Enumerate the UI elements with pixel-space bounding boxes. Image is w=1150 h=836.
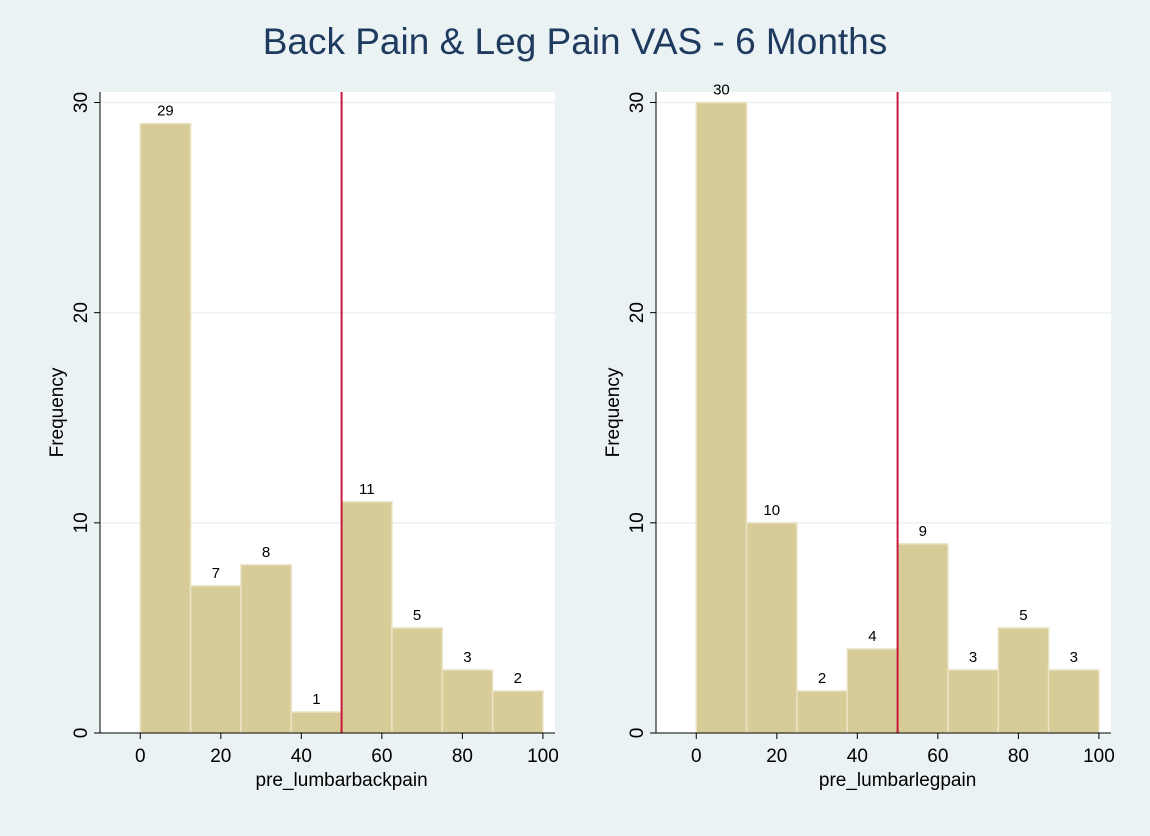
x-tick-label: 60 [371,746,392,767]
x-tick-label: 20 [766,746,787,767]
histogram-bar [391,627,444,734]
histogram-bar [1047,669,1100,734]
bar-value-label: 11 [359,481,375,498]
x-tick-label: 40 [847,746,868,767]
histogram-bar [796,690,849,734]
x-axis-title: pre_lumbarbackpain [256,770,428,791]
y-tick-label: 20 [71,302,92,323]
chart-title: Back Pain & Leg Pain VAS - 6 Months [263,21,888,62]
bar-value-label: 3 [463,649,471,666]
y-tick-label: 10 [71,512,92,533]
x-tick-label: 0 [691,746,702,767]
x-tick-label: 100 [527,746,559,767]
bar-value-label: 2 [818,670,826,687]
bar-value-label: 7 [212,565,220,582]
y-tick-label: 20 [627,302,648,323]
bar-value-label: 29 [157,103,174,120]
bar-value-label: 1 [312,691,320,708]
y-axis-title: Frequency [603,367,624,457]
y-tick-label: 30 [627,92,648,113]
bar-value-label: 8 [262,544,270,561]
x-tick-label: 60 [927,746,948,767]
bar-value-label: 10 [763,502,780,519]
bar-value-label: 4 [868,628,876,645]
y-tick-label: 0 [71,728,92,739]
x-tick-label: 80 [1008,746,1029,767]
bar-value-label: 2 [514,670,522,687]
y-tick-label: 0 [627,728,648,739]
x-axis-title: pre_lumbarlegpain [819,770,976,791]
y-tick-label: 10 [627,512,648,533]
bar-value-label: 5 [1019,607,1027,624]
bar-value-label: 3 [1070,649,1078,666]
bar-value-label: 3 [969,649,977,666]
histogram-bar [745,522,798,734]
histogram-bar [846,648,899,734]
x-tick-label: 100 [1083,746,1115,767]
x-tick-label: 80 [452,746,473,767]
histogram-bar [340,501,393,734]
histogram-bar [290,711,343,734]
x-tick-label: 20 [210,746,231,767]
bar-value-label: 30 [713,82,730,99]
histogram-bar [491,690,544,734]
histogram-bar [240,564,293,734]
y-tick-label: 30 [71,92,92,113]
histogram-bar [997,627,1050,734]
x-tick-label: 0 [135,746,146,767]
histogram-bar [695,101,748,734]
x-tick-label: 40 [291,746,312,767]
histogram-bar [139,122,192,734]
histogram-bar [441,669,494,734]
bar-value-label: 5 [413,607,421,624]
bar-value-label: 9 [919,523,927,540]
histogram-bar [189,585,242,734]
histogram-bar [896,543,949,734]
histogram-bar [947,669,1000,734]
y-axis-title: Frequency [47,367,68,457]
